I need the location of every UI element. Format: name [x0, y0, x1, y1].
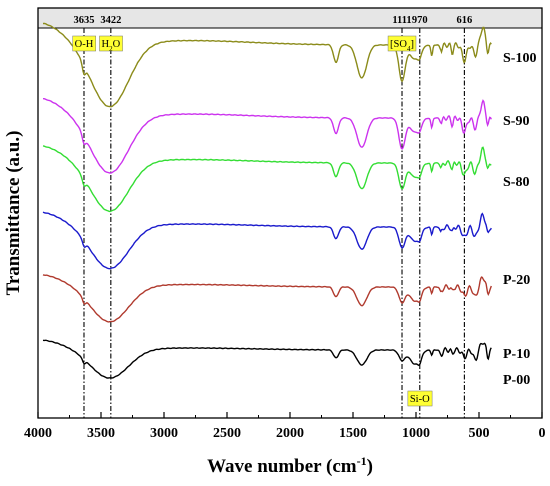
peak-box-bg-1111	[387, 35, 417, 52]
series-label-p-00: P-00	[503, 373, 530, 388]
peak-box-970: Si-O	[407, 390, 433, 407]
series-labels: S-100 S-90 S-80 P-20 P-10 P-00	[503, 51, 536, 388]
series-label-s-90: S-90	[503, 114, 529, 129]
series-label-p-20: P-20	[503, 273, 530, 288]
peak-label-616: 616	[457, 15, 473, 26]
series-line-s-100	[43, 22, 492, 108]
spectra-series	[42, 22, 492, 379]
x-tick-label-0: 0	[539, 426, 546, 441]
x-tick-label-1500: 1500	[339, 426, 367, 441]
x-tick-label-2500: 2500	[213, 426, 241, 441]
peak-box-text-3422: H2O	[101, 39, 120, 53]
series-line-p-20	[42, 211, 492, 270]
peak-label-3422: 3422	[100, 15, 121, 26]
header-band-bg	[38, 8, 542, 28]
x-axis-ticks: 4000 3500 3000 2500 2000 1500 1000 500 0	[24, 412, 546, 441]
peak-box-bg-970	[407, 390, 433, 407]
series-line-s-80	[42, 145, 492, 213]
series-line-p-10	[42, 274, 492, 323]
peak-label-970: 970	[412, 15, 428, 26]
y-axis-label: Transmittance (a.u.)	[3, 131, 24, 296]
series-label-s-100: S-100	[503, 51, 536, 66]
peak-box-bg-3422	[99, 35, 123, 52]
x-tick-label-2000: 2000	[276, 426, 304, 441]
x-tick-label-3500: 3500	[87, 426, 115, 441]
peak-label-1111: 1111	[392, 15, 411, 26]
series-line-p-00	[42, 339, 492, 379]
peak-reference-lines	[83, 28, 465, 418]
series-label-s-80: S-80	[503, 175, 529, 190]
peak-label-3635: 3635	[73, 15, 94, 26]
x-tick-label-3000: 3000	[150, 426, 178, 441]
x-axis-label: Wave number (cm-1)	[207, 454, 373, 477]
peak-box-1111: [SO4]	[387, 35, 417, 53]
series-line-s-90	[43, 98, 492, 174]
peak-box-text-970: Si-O	[410, 394, 430, 405]
peak-box-bg-3635	[72, 35, 96, 52]
x-tick-label-4000: 4000	[24, 426, 52, 441]
peak-boxes: O-H H2O [SO4] Si-O	[72, 35, 433, 407]
x-tick-label-1000: 1000	[402, 426, 430, 441]
peak-box-text-3635: O-H	[75, 39, 94, 50]
x-tick-label-500: 500	[469, 426, 490, 441]
peak-label-band: 3635 3422 1111 970 616	[38, 8, 542, 28]
peak-box-3635: O-H	[72, 35, 96, 52]
peak-box-3422: H2O	[99, 35, 123, 53]
series-label-p-10: P-10	[503, 347, 530, 362]
